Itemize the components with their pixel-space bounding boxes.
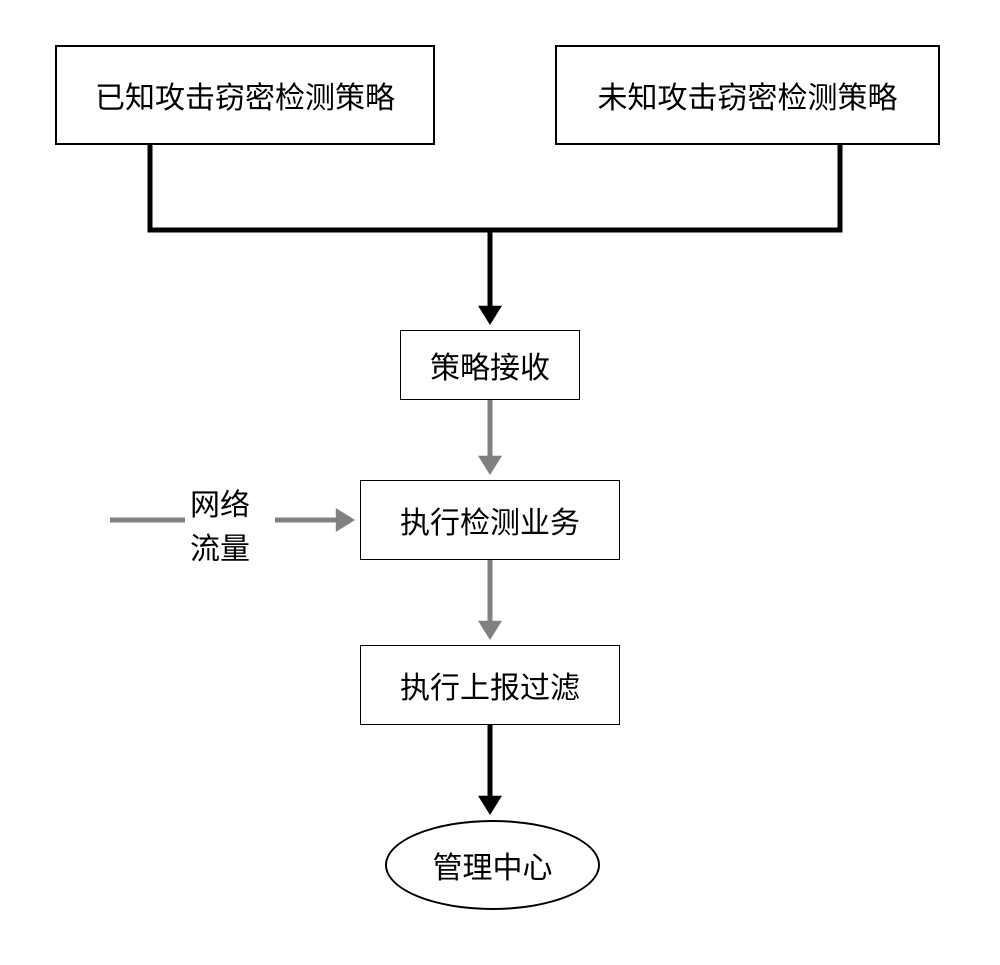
box-exec-report-label: 执行上报过滤 <box>400 663 580 707</box>
box-unknown-attack: 未知攻击窃密检测策略 <box>555 45 940 145</box>
box-policy-receive-label: 策略接收 <box>430 343 550 387</box>
ellipse-mgmt-center: 管理中心 <box>385 820 600 910</box>
box-exec-detect-label: 执行检测业务 <box>400 498 580 542</box>
box-exec-detect: 执行检测业务 <box>360 480 620 560</box>
box-exec-report: 执行上报过滤 <box>360 645 620 725</box>
box-known-attack: 已知攻击窃密检测策略 <box>55 45 435 145</box>
box-unknown-attack-label: 未知攻击窃密检测策略 <box>598 73 898 117</box>
label-network-traffic-line2: 流量 <box>190 524 250 568</box>
box-policy-receive: 策略接收 <box>400 330 580 400</box>
label-network-traffic-line1: 网络 <box>190 480 250 524</box>
ellipse-mgmt-center-label: 管理中心 <box>433 843 553 887</box>
label-network-traffic: 网络 流量 <box>190 480 250 568</box>
box-known-attack-label: 已知攻击窃密检测策略 <box>95 73 395 117</box>
